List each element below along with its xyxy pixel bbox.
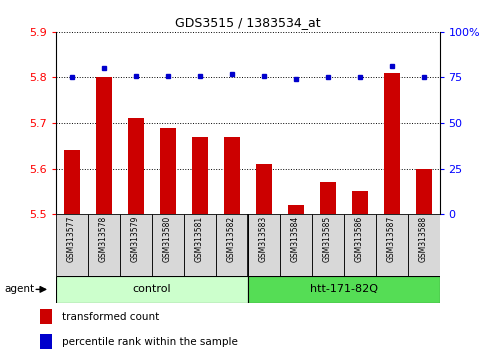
Text: GSM313577: GSM313577 — [67, 216, 76, 262]
Bar — [256, 164, 271, 214]
Bar — [184, 214, 215, 276]
Bar — [248, 214, 280, 276]
Bar — [159, 127, 175, 214]
Bar — [415, 169, 431, 214]
Bar — [248, 276, 440, 303]
Bar — [56, 276, 248, 303]
Bar — [40, 309, 53, 324]
Text: GSM313585: GSM313585 — [323, 216, 332, 262]
Bar — [215, 214, 248, 276]
Text: GSM313583: GSM313583 — [259, 216, 268, 262]
Bar — [320, 182, 336, 214]
Title: GDS3515 / 1383534_at: GDS3515 / 1383534_at — [175, 16, 320, 29]
Text: GSM313586: GSM313586 — [355, 216, 364, 262]
Text: GSM313580: GSM313580 — [163, 216, 172, 262]
Bar — [343, 214, 376, 276]
Bar — [384, 73, 399, 214]
Bar — [224, 137, 240, 214]
Bar — [408, 214, 440, 276]
Text: percentile rank within the sample: percentile rank within the sample — [62, 337, 238, 347]
Bar — [120, 214, 152, 276]
Bar — [87, 214, 120, 276]
Text: htt-171-82Q: htt-171-82Q — [310, 284, 378, 295]
Text: GSM313578: GSM313578 — [99, 216, 108, 262]
Bar — [376, 214, 408, 276]
Bar — [56, 214, 87, 276]
Bar — [96, 78, 112, 214]
Text: GSM313579: GSM313579 — [131, 216, 140, 262]
Text: GSM313588: GSM313588 — [419, 216, 428, 262]
Bar — [352, 192, 368, 214]
Text: transformed count: transformed count — [62, 312, 159, 322]
Text: control: control — [132, 284, 171, 295]
Bar — [312, 214, 343, 276]
Text: GSM313582: GSM313582 — [227, 216, 236, 262]
Text: agent: agent — [4, 284, 35, 294]
Bar — [287, 205, 303, 214]
Bar — [128, 119, 143, 214]
Bar — [192, 137, 208, 214]
Text: GSM313581: GSM313581 — [195, 216, 204, 262]
Text: GSM313584: GSM313584 — [291, 216, 300, 262]
Bar — [40, 334, 53, 349]
Bar — [280, 214, 312, 276]
Text: GSM313587: GSM313587 — [387, 216, 396, 262]
Bar — [64, 150, 80, 214]
Bar — [152, 214, 184, 276]
